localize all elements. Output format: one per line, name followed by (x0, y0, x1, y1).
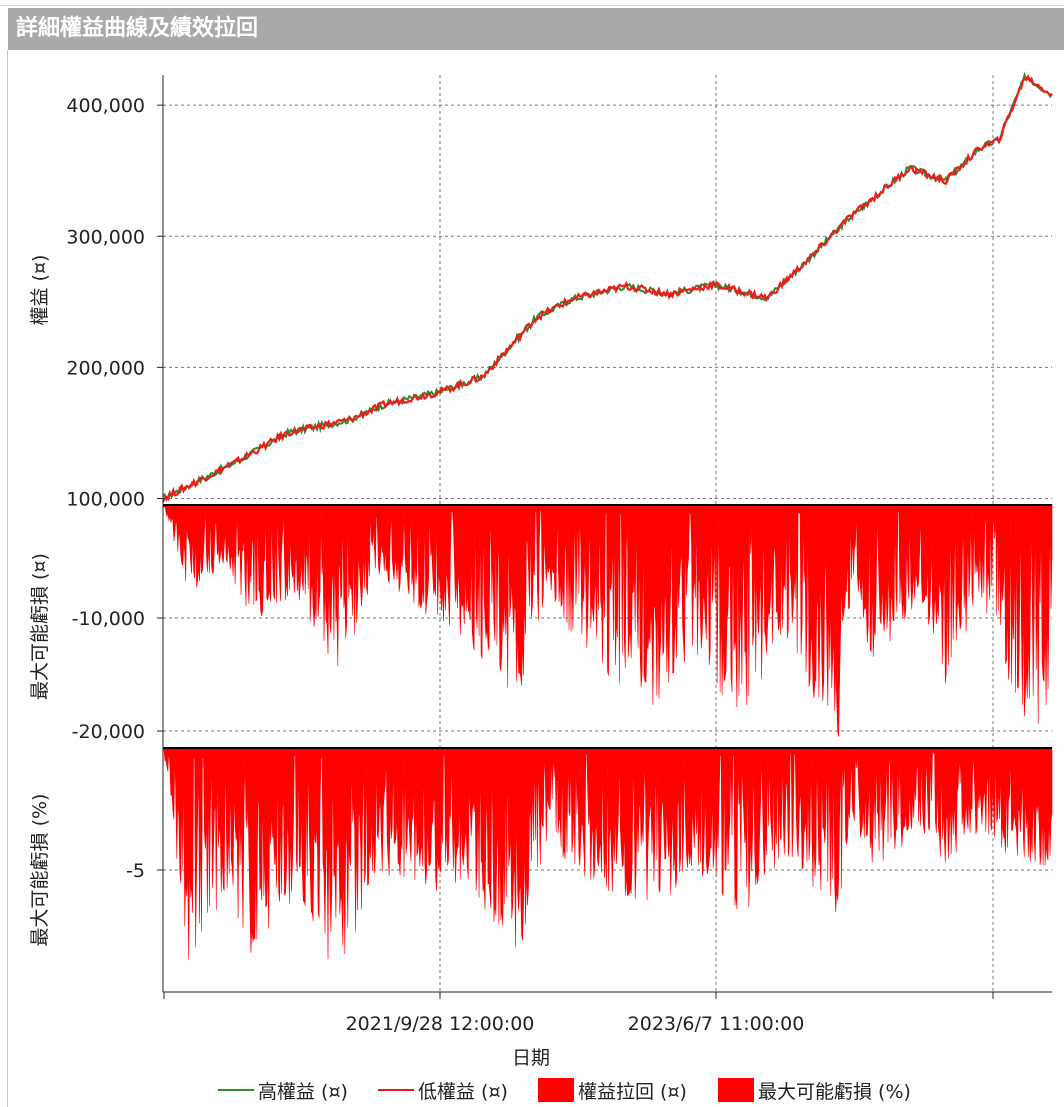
legend-swatch (218, 1089, 254, 1091)
drawdown-area (162, 504, 1053, 737)
y-tick-label: -10,000 (72, 608, 145, 630)
legend-swatch (378, 1089, 414, 1091)
y-tick-label: -20,000 (72, 721, 145, 743)
frame-top-border (0, 5, 1064, 6)
y-tick-label: 300,000 (66, 226, 145, 248)
legend-item: 低權益 (¤) (378, 1076, 508, 1104)
legend-label: 最大可能虧損 (%) (758, 1080, 911, 1103)
chart-legend: 高權益 (¤) 低權益 (¤) 權益拉回 (¤) 最大可能虧損 (%) (0, 1076, 1064, 1104)
x-axis-label: 日期 (512, 1047, 550, 1069)
y-axis-label: 最大可能虧損 (¤) (29, 553, 51, 700)
y-tick-label: 100,000 (66, 488, 145, 510)
legend-label: 權益拉回 (¤) (578, 1080, 687, 1103)
y-tick-label: -5 (126, 860, 145, 882)
y-axis-label: 最大可能虧損 (%) (29, 794, 51, 947)
legend-item: 高權益 (¤) (218, 1076, 348, 1104)
y-tick-label: 400,000 (66, 95, 145, 117)
legend-label: 高權益 (¤) (258, 1080, 348, 1103)
equity-line-high (162, 71, 1053, 503)
y-axis-label: 權益 (¤) (29, 255, 51, 326)
equity-line-low (162, 74, 1053, 503)
x-tick-label: 2023/6/7 11:00:00 (628, 1013, 805, 1035)
y-tick-label: 200,000 (66, 357, 145, 379)
frame-left-border (7, 50, 8, 1107)
legend-label: 低權益 (¤) (418, 1080, 508, 1103)
legend-swatch (538, 1078, 574, 1102)
x-tick-label: 2021/9/28 12:00:00 (346, 1013, 535, 1035)
legend-item: 最大可能虧損 (%) (718, 1076, 911, 1104)
legend-item: 權益拉回 (¤) (538, 1076, 687, 1104)
drawdown-area (162, 747, 1053, 960)
legend-swatch (718, 1078, 754, 1102)
window-title: 詳細權益曲線及績效拉回 (8, 8, 1064, 50)
